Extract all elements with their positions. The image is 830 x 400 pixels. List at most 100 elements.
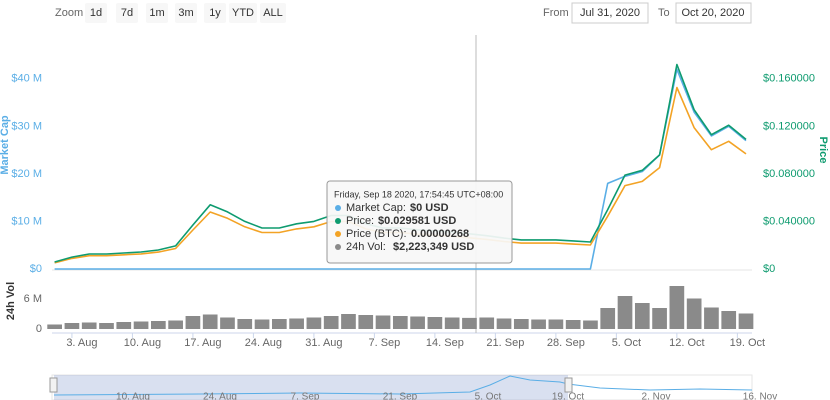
volume-bar: [686, 298, 702, 329]
volume-bar: [531, 319, 546, 329]
volume-bar: [254, 319, 270, 329]
y-tick-label: $0: [30, 263, 42, 275]
volume-bar: [479, 317, 495, 329]
volume-bar: [323, 316, 339, 329]
to-value[interactable]: Oct 20, 2020: [682, 7, 745, 19]
volume-bar: [721, 311, 737, 329]
tooltip-label: 24h Vol:: [346, 241, 386, 253]
x-tick-label: 10. Aug: [124, 337, 161, 349]
zoom-button-label[interactable]: 3m: [178, 7, 193, 19]
navigator-label: 10. Aug: [116, 392, 150, 400]
vol-axis-title: 24h Vol: [5, 282, 17, 320]
y2-axis-title: Price: [817, 137, 829, 164]
y2-tick-label: $0.080000: [763, 168, 815, 180]
tooltip-title: Friday, Sep 18 2020, 17:54:45 UTC+08:00: [334, 189, 503, 199]
volume-bar: [652, 308, 667, 329]
tooltip-dot: [335, 244, 341, 250]
zoom-button[interactable]: [175, 3, 197, 23]
x-tick-label: 24. Aug: [245, 337, 282, 349]
x-tick-label: 12. Oct: [669, 337, 704, 349]
zoom-button[interactable]: [116, 3, 138, 23]
volume-bar: [358, 315, 374, 329]
zoom-button[interactable]: [260, 3, 286, 23]
y-axis-title: Market Cap: [0, 115, 11, 175]
x-tick-label: 31. Aug: [305, 337, 342, 349]
tooltip-dot: [335, 231, 341, 237]
volume-bar: [513, 319, 529, 329]
y-tick-label: $30 M: [11, 120, 42, 132]
y2-tick-label: $0.160000: [763, 73, 815, 85]
navigator-label: 5. Oct: [475, 392, 502, 400]
volume-bar: [133, 321, 149, 329]
volume-bar: [271, 319, 287, 329]
x-tick-label: 5. Oct: [612, 337, 641, 349]
zoom-button-label[interactable]: 1m: [149, 7, 164, 19]
volume-bar: [81, 322, 97, 329]
volume-bar: [738, 313, 754, 329]
volume-bar: [47, 324, 62, 329]
tooltip-dot: [335, 218, 341, 224]
y-tick-label: $40 M: [11, 73, 42, 85]
tooltip: Friday, Sep 18 2020, 17:54:45 UTC+08:00 …: [326, 180, 513, 264]
navigator-handle[interactable]: [49, 377, 58, 393]
navigator-handle[interactable]: [564, 377, 573, 393]
tooltip-value: $0.029581 USD: [378, 215, 456, 227]
y2-tick-label: $0.040000: [763, 215, 815, 227]
from-input[interactable]: [571, 2, 649, 24]
volume-bar: [704, 307, 719, 329]
x-tick-label: 7. Sep: [368, 337, 400, 349]
zoom-button[interactable]: [146, 3, 168, 23]
zoom-button[interactable]: [229, 3, 257, 23]
volume-bar: [64, 323, 80, 329]
zoom-button-label[interactable]: ALL: [263, 7, 283, 19]
zoom-buttons: 1d 7d 1m 3m 1y YTD ALL: [85, 3, 286, 23]
volume-bar: [444, 317, 460, 329]
volume-bar: [600, 308, 616, 329]
zoom-label: Zoom: [55, 7, 83, 19]
navigator-line: [53, 375, 753, 396]
navigator-label: 2. Nov: [642, 392, 671, 400]
navigator-bg: [51, 374, 753, 400]
volume-bar: [392, 316, 408, 329]
to-input[interactable]: [675, 2, 752, 24]
zoom-button-label[interactable]: YTD: [232, 7, 254, 19]
volume-bar: [583, 320, 598, 329]
series-line: [54, 68, 747, 270]
volume-bar: [151, 321, 166, 329]
from-value[interactable]: Jul 31, 2020: [580, 7, 640, 19]
zoom-button-label[interactable]: 1d: [90, 7, 102, 19]
volume-bar: [220, 317, 235, 329]
zoom-button-label[interactable]: 7d: [121, 7, 133, 19]
volume-bar: [168, 320, 183, 329]
y-tick-label: 0: [36, 323, 42, 335]
y2-tick-label: $0.120000: [763, 120, 815, 132]
volume-bar: [202, 314, 218, 329]
navigator-label: 21. Sep: [383, 392, 418, 400]
tooltip-box: [326, 180, 513, 264]
zoom-button-label[interactable]: 1y: [209, 7, 221, 19]
tooltip-label: Market Cap:: [346, 202, 406, 214]
volume-bar: [410, 316, 425, 329]
navigator-label: 7. Sep: [291, 392, 320, 400]
volume-bar: [375, 315, 391, 329]
tooltip-value: 0.00000268: [411, 228, 469, 240]
tooltip-value: $0 USD: [410, 202, 449, 214]
volume-bar: [185, 316, 201, 329]
navigator-label: 24. Aug: [203, 392, 237, 400]
y-tick-label: 6 M: [24, 293, 42, 305]
x-tick-label: 3. Aug: [66, 337, 97, 349]
navigator[interactable]: 10. Aug 24. Aug 7. Sep 21. Sep 5. Oct 19…: [49, 374, 777, 400]
volume-bar: [289, 318, 304, 329]
volume-bar: [617, 296, 633, 329]
tooltip-label: Price:: [346, 215, 374, 227]
navigator-label: 19. Oct: [552, 392, 584, 400]
volume-bar: [669, 286, 685, 329]
zoom-button[interactable]: [204, 3, 226, 23]
tooltip-label: Price (BTC):: [346, 228, 407, 240]
zoom-button[interactable]: [85, 3, 107, 23]
tooltip-dot: [335, 205, 341, 211]
volume-bar: [237, 319, 253, 329]
x-tick-label: 28. Sep: [547, 337, 585, 349]
